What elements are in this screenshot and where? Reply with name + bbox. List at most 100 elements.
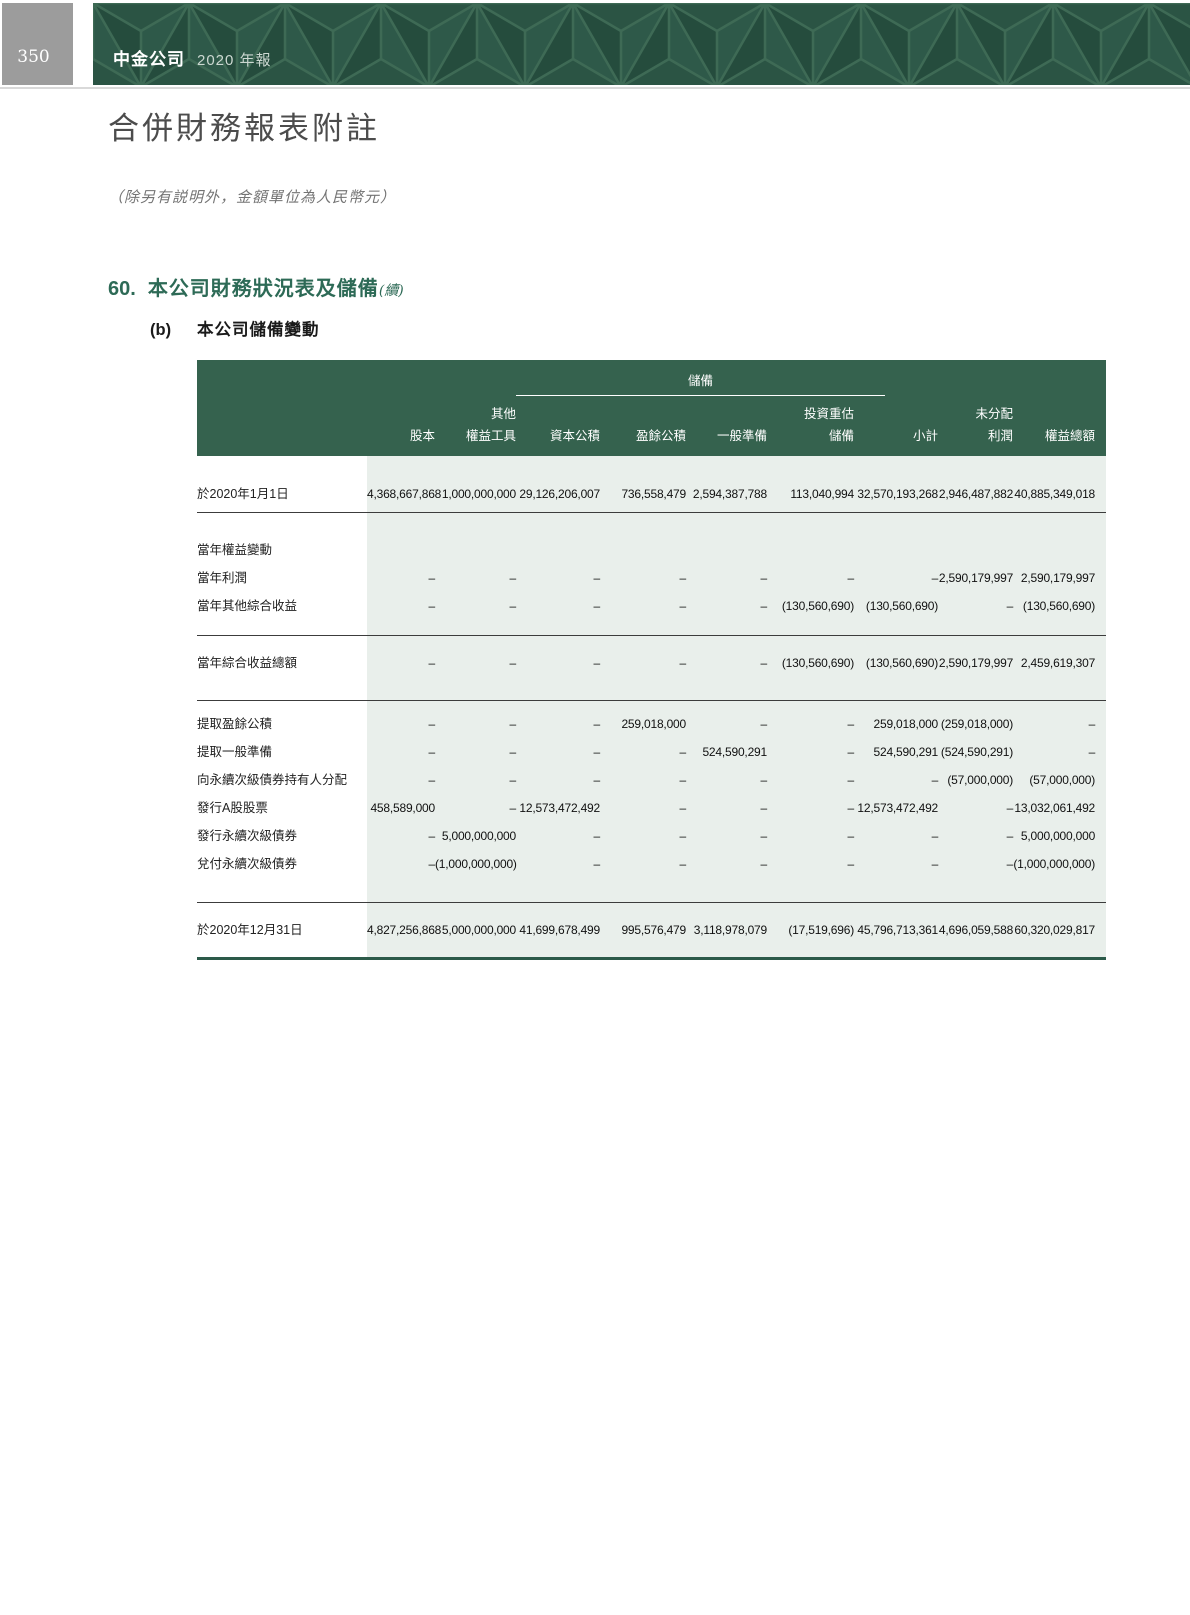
cell-value: 41,699,678,499	[516, 916, 600, 958]
row-label: 當年利潤	[197, 564, 367, 592]
col-header-other-equity-instruments: 權益工具	[435, 422, 516, 456]
cell-value: –	[767, 738, 854, 766]
col-header-capital-reserve: 資本公積	[516, 422, 600, 456]
table-row: 當年其他綜合收益 – – – – – (130,560,690) (130,560,690) –…	[197, 592, 1107, 636]
cell-value: –	[767, 564, 854, 592]
cell-value: (524,590,291)	[938, 738, 1013, 766]
cell-value: (57,000,000)	[938, 766, 1013, 794]
header-banner: 中金公司 2020 年報	[93, 3, 1190, 85]
table-row: 提取一般準備 – – – –524,590,291–524,590,291 (524,59…	[197, 738, 1107, 766]
row-label: 當年權益變動	[197, 536, 367, 564]
subsection-heading: (b) 本公司儲備變動	[150, 316, 320, 340]
col-header-line1	[516, 396, 600, 422]
cell-value: –	[600, 564, 686, 592]
cell-value: 2,590,179,997	[1013, 564, 1107, 592]
cell-value: –	[435, 564, 516, 592]
cell-value: –	[686, 850, 767, 903]
cell-value: –	[938, 850, 1013, 903]
cell-value: 736,558,479	[600, 480, 686, 513]
row-label: 向永續次級債券持有人分配	[197, 766, 367, 794]
cell-value: –	[767, 850, 854, 903]
subsection-number: (b)	[150, 321, 172, 339]
col-header-line1	[686, 396, 767, 422]
col-header-surplus-reserve: 盈餘公積	[600, 422, 686, 456]
table-row: 發行A股股票 458,589,000–12,573,472,492– – –12,57…	[197, 794, 1107, 822]
group-header-cell: 儲備	[516, 360, 939, 396]
cell-value: 12,573,472,492	[516, 794, 600, 822]
cell-value: –	[938, 822, 1013, 850]
col-header-total-equity: 權益總額	[1013, 422, 1107, 456]
cell-value: –	[686, 592, 767, 636]
cell-value: –	[367, 766, 435, 794]
col-header-general-reserve: 一般準備	[686, 422, 767, 456]
col-header-line1	[367, 396, 435, 422]
cell-value: –	[854, 822, 938, 850]
cell-value: –	[367, 738, 435, 766]
cell-value: (130,560,690)	[767, 649, 854, 701]
cell-value: 4,696,059,588	[938, 916, 1013, 958]
cell-value: –	[686, 710, 767, 738]
row-label: 提取盈餘公積	[197, 710, 367, 738]
cell-value: –	[686, 564, 767, 592]
cell-value	[854, 536, 939, 564]
cell-value: 458,589,000	[367, 794, 435, 822]
cell-value: –	[367, 592, 435, 636]
cell-value: –	[1013, 738, 1107, 766]
cell-value: –	[367, 822, 435, 850]
header-divider	[0, 87, 1190, 89]
row-label: 於2020年12月31日	[197, 916, 367, 958]
row-label: 當年綜合收益總額	[197, 649, 367, 701]
section-number: 60.	[108, 278, 136, 300]
section-title: 本公司財務狀況表及儲備	[147, 278, 379, 300]
table-spacer-row	[197, 902, 1107, 916]
cell-value: –	[600, 822, 686, 850]
cell-value: –	[516, 564, 600, 592]
table-header: 儲備 其他 投資重估 未分配 股本 權益工具 資本	[197, 360, 1107, 456]
cell-value: –	[435, 592, 516, 636]
cell-value: 4,368,667,868	[367, 480, 441, 513]
table-spacer-row	[197, 635, 1107, 649]
asanoha-pattern-graphic	[93, 3, 1190, 85]
cell-value: 2,594,387,788	[686, 480, 767, 513]
cell-value: –	[516, 850, 600, 903]
cell-value: 40,885,349,018	[1013, 480, 1107, 513]
table-row: 當年權益變動	[197, 536, 1107, 564]
cell-value: –	[516, 738, 600, 766]
cell-value: –	[435, 794, 516, 822]
document-title: 合併財務報表附註	[108, 111, 380, 147]
col-header-line1: 其他	[435, 396, 516, 422]
group-header-reserves: 儲備	[516, 370, 886, 396]
cell-value: (1,000,000,000)	[435, 850, 517, 903]
cell-value: –	[600, 766, 686, 794]
cell-value	[600, 536, 686, 564]
cell-value: –	[686, 649, 767, 701]
table-spacer-row	[197, 700, 1107, 710]
col-header-subtotal: 小計	[854, 422, 939, 456]
cell-value: 32,570,193,268	[854, 480, 938, 513]
section-heading: 60. 本公司財務狀況表及儲備(續)	[108, 272, 404, 301]
col-header-line1	[600, 396, 686, 422]
cell-value	[938, 536, 1014, 564]
cell-value: –	[767, 794, 854, 822]
table-row: 向永續次級債券持有人分配 – – – – – – – (57,000,000) (57,000,0…	[197, 766, 1107, 794]
cell-value	[516, 536, 600, 564]
cell-value: –	[516, 766, 600, 794]
cell-value: –	[435, 710, 516, 738]
cell-value: –	[1013, 710, 1107, 738]
cell-value: –	[767, 766, 854, 794]
cell-value: –	[435, 738, 516, 766]
cell-value: 2,590,179,997	[938, 649, 1013, 701]
col-header-share-capital: 股本	[367, 422, 435, 456]
cell-value: –	[686, 822, 767, 850]
cell-value: –	[938, 794, 1013, 822]
header-corner	[197, 360, 367, 396]
table-row: 兌付永續次級債券 – (1,000,000,000) – – – – – – (1,000,000…	[197, 850, 1107, 903]
cell-value: –	[367, 564, 435, 592]
col-header-investment-revaluation-reserve: 儲備	[767, 422, 854, 456]
cell-value: 5,000,000,000	[435, 916, 516, 958]
cell-value: –	[686, 794, 767, 822]
cell-value: 13,032,061,492	[1013, 794, 1107, 822]
table-spacer-row	[197, 456, 1107, 480]
cell-value	[1013, 536, 1107, 564]
cell-value	[367, 536, 435, 564]
